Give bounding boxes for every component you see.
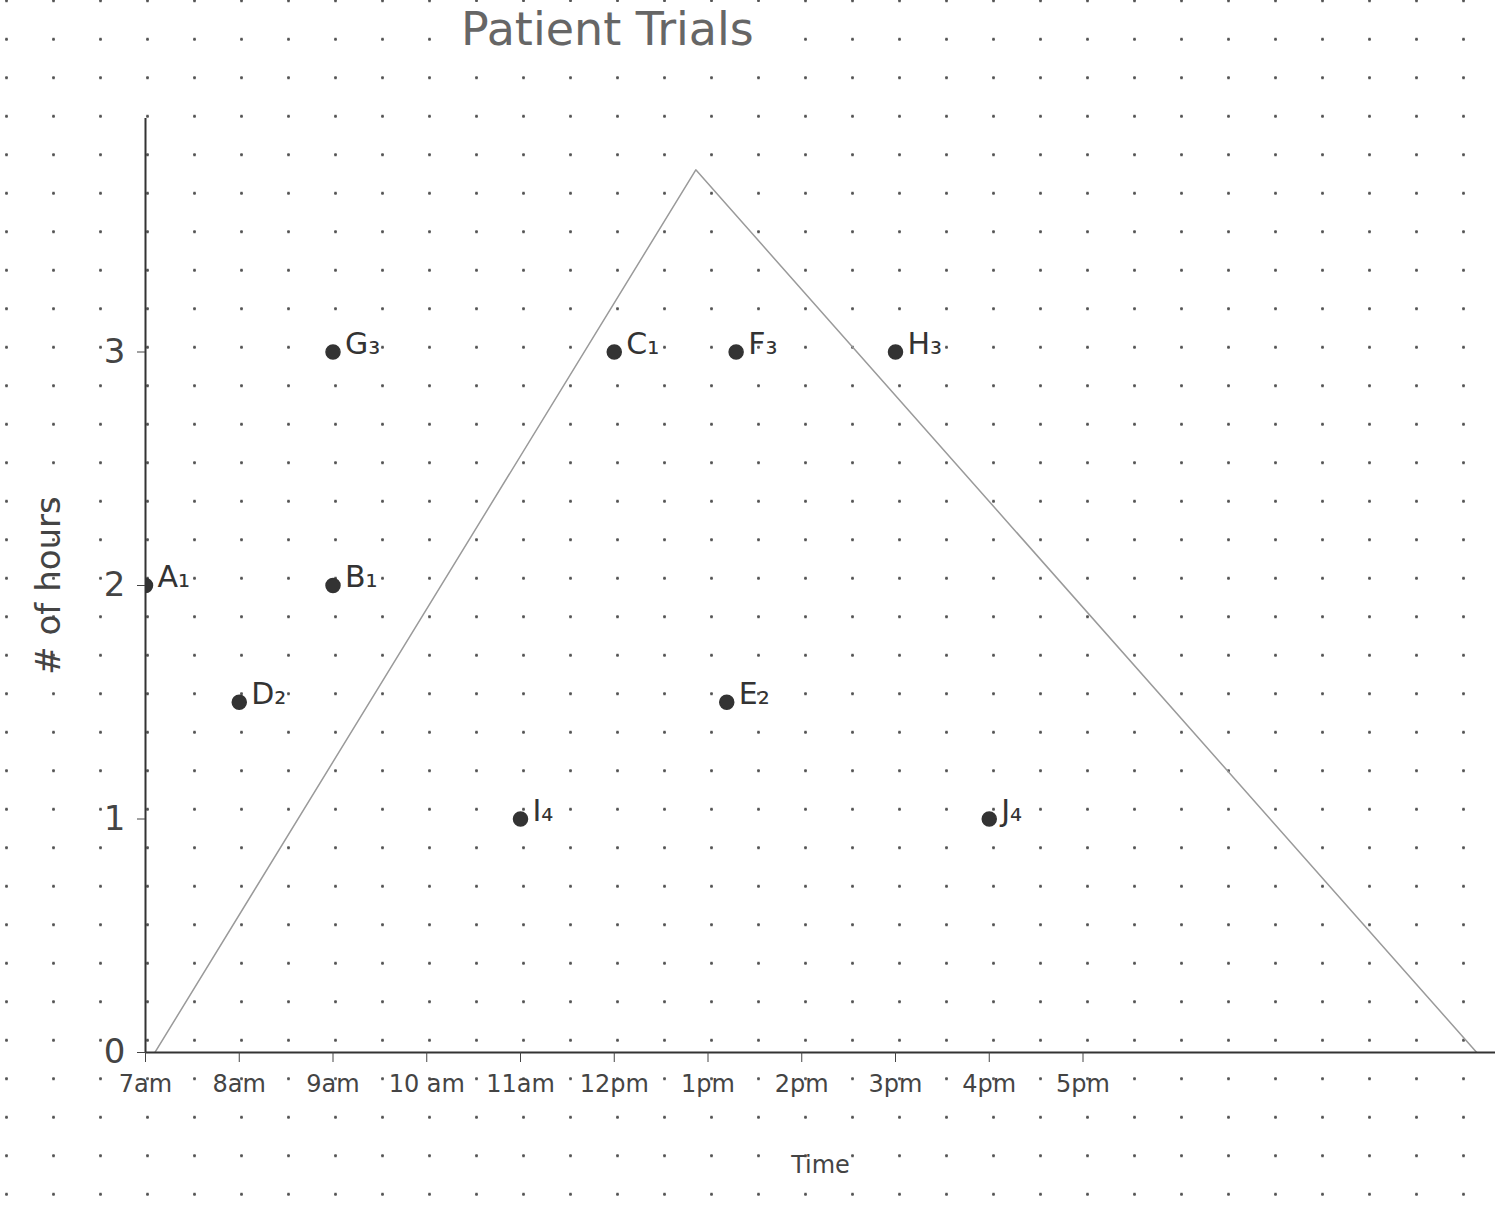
- svg-text:8am: 8am: [213, 1070, 266, 1098]
- svg-text:12pm: 12pm: [580, 1070, 649, 1098]
- svg-text:2: 2: [104, 564, 126, 604]
- svg-text:5pm: 5pm: [1056, 1070, 1110, 1098]
- svg-text:H₃: H₃: [908, 326, 943, 361]
- svg-text:F₃: F₃: [748, 326, 777, 361]
- svg-text:7am: 7am: [119, 1070, 172, 1098]
- html-text:Patient Trials: Patient Trials: [461, 2, 754, 56]
- svg-text:Time: Time: [790, 1151, 850, 1179]
- svg-text:11am: 11am: [486, 1070, 555, 1098]
- svg-text:3pm: 3pm: [869, 1070, 923, 1098]
- svg-text:I₄: I₄: [533, 793, 554, 828]
- svg-text:A₁: A₁: [158, 559, 191, 594]
- svg-text:E₂: E₂: [739, 676, 770, 711]
- svg-text:C₁: C₁: [626, 326, 659, 361]
- svg-text:0: 0: [104, 1031, 126, 1071]
- svg-text:J₄: J₄: [999, 793, 1022, 828]
- svg-text:10 am: 10 am: [389, 1070, 465, 1098]
- svg-text:1: 1: [104, 798, 126, 838]
- svg-text:2pm: 2pm: [775, 1070, 829, 1098]
- svg-text:# of hours: # of hours: [28, 496, 68, 674]
- svg-text:1pm: 1pm: [681, 1070, 735, 1098]
- svg-text:3: 3: [104, 331, 126, 371]
- svg-text:9am: 9am: [306, 1070, 359, 1098]
- svg-text:D₂: D₂: [251, 676, 286, 711]
- svg-text:B₁: B₁: [345, 559, 378, 594]
- svg-text:G₃: G₃: [345, 326, 380, 361]
- svg-text:4pm: 4pm: [962, 1070, 1016, 1098]
